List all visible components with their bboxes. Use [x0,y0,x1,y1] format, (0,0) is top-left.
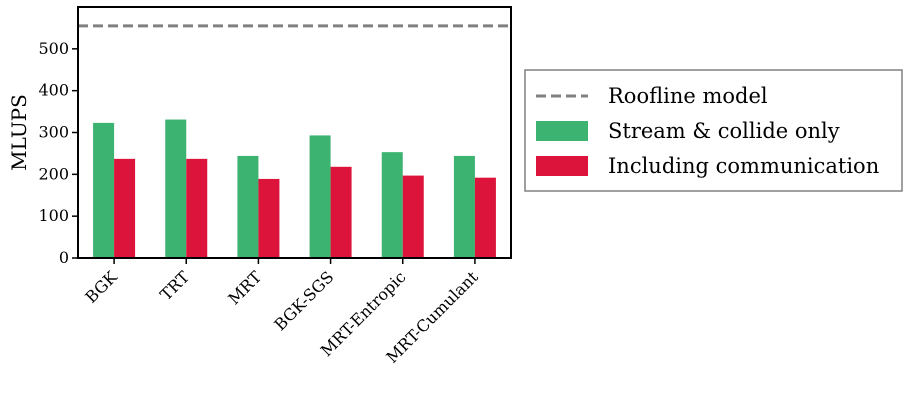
x-tick-label: BGK-SGS [270,267,337,334]
bar-stream-collide-mrt [237,155,259,258]
y-tick-label: 300 [38,123,69,142]
legend: Roofline model Stream & collide only Inc… [524,69,903,192]
bar-including-communication-bgk [114,158,136,258]
bar-stream-collide-trt [165,119,187,258]
y-axis-label: MLUPS [7,94,31,171]
bar-including-communication-mrt [258,178,280,258]
legend-label-roofline: Roofline model [608,84,768,108]
y-tick-label: 500 [38,39,69,58]
legend-swatch-stream-collide [536,121,588,141]
bar-including-communication-mrt-entropic [402,175,424,258]
bar-including-communication-trt [186,158,208,258]
bars-group [93,119,496,259]
bar-including-communication-mrt-cumulant [474,177,496,258]
y-tick-label: 400 [38,81,69,100]
bar-stream-collide-mrt-entropic [381,152,403,258]
x-tick-label: BGK [81,267,121,307]
legend-swatch-including-communication [536,156,588,176]
y-tick-label: 0 [59,248,69,267]
bar-stream-collide-mrt-cumulant [453,155,475,258]
x-tick-label: TRT [156,267,193,304]
plot-frame [77,6,512,259]
y-axis-ticks: 0 100 200 300 400 500 [38,39,78,267]
legend-label-including-communication: Including communication [608,154,879,178]
y-tick-label: 200 [38,164,69,183]
x-tick-label: MRT [224,267,265,308]
bar-stream-collide-bgk [93,122,115,259]
bar-including-communication-bgk-sgs [330,166,352,258]
legend-label-stream-collide: Stream & collide only [608,119,840,143]
bar-stream-collide-bgk-sgs [309,135,331,258]
y-tick-label: 100 [38,206,69,225]
